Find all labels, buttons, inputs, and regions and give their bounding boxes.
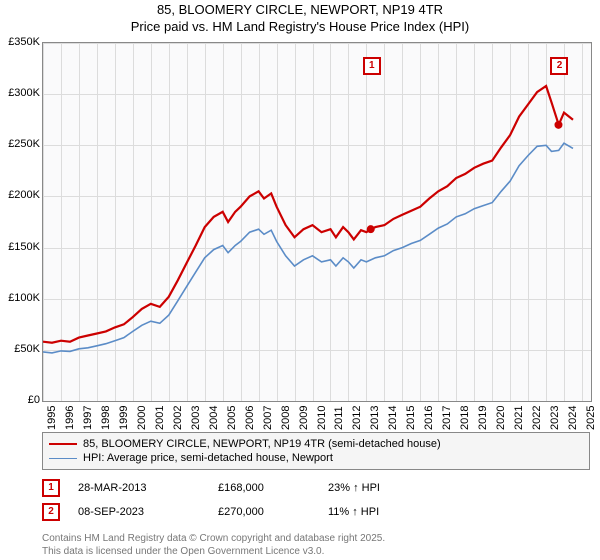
attribution-line-1: Contains HM Land Registry data © Crown c… bbox=[42, 532, 385, 545]
title-line-1: 85, BLOOMERY CIRCLE, NEWPORT, NP19 4TR bbox=[0, 2, 600, 19]
marker-label: 2 bbox=[550, 57, 568, 75]
annotation-delta: 23% ↑ HPI bbox=[328, 482, 380, 494]
x-tick-label: 2013 bbox=[369, 406, 381, 430]
y-tick-label: £200K bbox=[0, 189, 40, 201]
attribution-line-2: This data is licensed under the Open Gov… bbox=[42, 545, 385, 558]
x-tick-label: 2025 bbox=[585, 406, 597, 430]
annotation-price: £270,000 bbox=[218, 506, 318, 518]
x-tick-label: 2005 bbox=[226, 406, 238, 430]
chart-container: 85, BLOOMERY CIRCLE, NEWPORT, NP19 4TR P… bbox=[0, 0, 600, 560]
x-tick-label: 2008 bbox=[280, 406, 292, 430]
attribution: Contains HM Land Registry data © Crown c… bbox=[42, 532, 385, 558]
legend: 85, BLOOMERY CIRCLE, NEWPORT, NP19 4TR (… bbox=[42, 432, 590, 470]
x-tick-label: 2012 bbox=[351, 406, 363, 430]
annotation-delta: 11% ↑ HPI bbox=[328, 506, 379, 518]
y-tick-label: £0 bbox=[0, 394, 40, 406]
legend-swatch bbox=[49, 443, 77, 445]
x-tick-label: 2014 bbox=[387, 406, 399, 430]
annotation-date: 28-MAR-2013 bbox=[78, 482, 208, 494]
x-tick-label: 2007 bbox=[262, 406, 274, 430]
marker-dot bbox=[554, 121, 562, 129]
x-tick-label: 2023 bbox=[549, 406, 561, 430]
x-tick-label: 2017 bbox=[441, 406, 453, 430]
legend-item: 85, BLOOMERY CIRCLE, NEWPORT, NP19 4TR (… bbox=[49, 437, 583, 451]
x-tick-label: 2003 bbox=[190, 406, 202, 430]
x-tick-label: 1998 bbox=[100, 406, 112, 430]
series-line bbox=[43, 86, 573, 343]
legend-label: HPI: Average price, semi-detached house,… bbox=[83, 452, 333, 464]
annotation-row: 2 08-SEP-2023 £270,000 11% ↑ HPI bbox=[42, 500, 590, 524]
legend-label: 85, BLOOMERY CIRCLE, NEWPORT, NP19 4TR (… bbox=[83, 438, 441, 450]
x-tick-label: 2011 bbox=[333, 406, 345, 430]
x-tick-label: 1996 bbox=[64, 406, 76, 430]
line-series bbox=[43, 43, 591, 401]
x-tick-label: 2010 bbox=[316, 406, 328, 430]
x-tick-label: 2009 bbox=[298, 406, 310, 430]
annotation-table: 1 28-MAR-2013 £168,000 23% ↑ HPI 2 08-SEP-202… bbox=[42, 476, 590, 524]
annotation-date: 08-SEP-2023 bbox=[78, 506, 208, 518]
annotation-marker: 1 bbox=[42, 479, 60, 497]
plot-area: 12 bbox=[42, 42, 592, 402]
x-tick-label: 2015 bbox=[405, 406, 417, 430]
x-tick-label: 2000 bbox=[136, 406, 148, 430]
x-tick-label: 2019 bbox=[477, 406, 489, 430]
y-tick-label: £350K bbox=[0, 36, 40, 48]
annotation-row: 1 28-MAR-2013 £168,000 23% ↑ HPI bbox=[42, 476, 590, 500]
series-line bbox=[43, 143, 573, 353]
x-tick-label: 2024 bbox=[567, 406, 579, 430]
marker-label: 1 bbox=[363, 57, 381, 75]
x-tick-label: 2004 bbox=[208, 406, 220, 430]
annotation-price: £168,000 bbox=[218, 482, 318, 494]
y-tick-label: £150K bbox=[0, 241, 40, 253]
x-tick-label: 2002 bbox=[172, 406, 184, 430]
y-tick-label: £50K bbox=[0, 343, 40, 355]
y-tick-label: £250K bbox=[0, 138, 40, 150]
legend-item: HPI: Average price, semi-detached house,… bbox=[49, 451, 583, 465]
x-tick-label: 2016 bbox=[423, 406, 435, 430]
x-tick-label: 2006 bbox=[244, 406, 256, 430]
x-tick-label: 1995 bbox=[46, 406, 58, 430]
y-tick-label: £100K bbox=[0, 292, 40, 304]
y-tick-label: £300K bbox=[0, 87, 40, 99]
marker-dot bbox=[367, 225, 375, 233]
x-tick-label: 2018 bbox=[459, 406, 471, 430]
x-tick-label: 1999 bbox=[118, 406, 130, 430]
x-tick-label: 1997 bbox=[82, 406, 94, 430]
x-tick-label: 2001 bbox=[154, 406, 166, 430]
annotation-marker: 2 bbox=[42, 503, 60, 521]
x-tick-label: 2022 bbox=[531, 406, 543, 430]
title-line-2: Price paid vs. HM Land Registry's House … bbox=[0, 19, 600, 36]
legend-swatch bbox=[49, 458, 77, 459]
x-tick-label: 2021 bbox=[513, 406, 525, 430]
chart-title: 85, BLOOMERY CIRCLE, NEWPORT, NP19 4TR P… bbox=[0, 0, 600, 36]
x-tick-label: 2020 bbox=[495, 406, 507, 430]
